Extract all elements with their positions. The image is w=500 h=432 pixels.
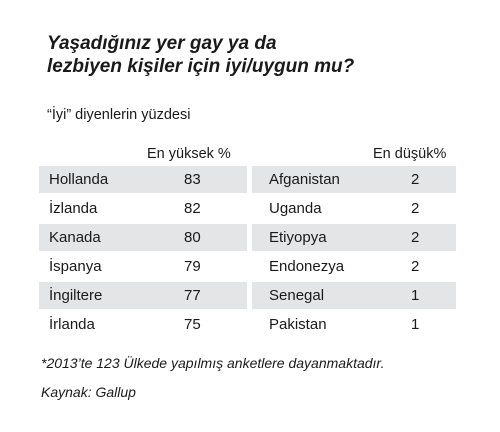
lowest-value-label: 1 — [411, 316, 420, 333]
chart-title: Yaşadığınız yer gay ya da lezbiyen kişil… — [47, 32, 467, 78]
lowest-country-label: Afganistan — [269, 171, 340, 188]
highest-value-label: 83 — [184, 171, 201, 188]
highest-value-label: 77 — [184, 287, 201, 304]
lowest-row: Endonezya 2 — [252, 253, 456, 280]
lowest-column-header: En düşük% — [373, 146, 447, 162]
lowest-value-label: 2 — [411, 229, 420, 246]
lowest-value-label: 2 — [411, 258, 420, 275]
lowest-row: Pakistan 1 — [252, 311, 456, 338]
highest-table: Hollanda 83 İzlanda 82 Kanada 80 İspanya 79 İngi… — [39, 166, 247, 340]
lowest-value-label: 2 — [411, 171, 420, 188]
chart-subtitle: “İyi” diyenlerin yüzdesi — [47, 107, 191, 123]
highest-value-label: 80 — [184, 229, 201, 246]
lowest-country-label: Senegal — [269, 287, 325, 304]
highest-row: İzlanda 82 — [39, 195, 247, 222]
highest-country-label: Hollanda — [49, 171, 109, 188]
lowest-table: Afganistan 2 Uganda 2 Etiyopya 2 Endonezya 2 Sen… — [252, 166, 456, 340]
highest-country-label: İspanya — [49, 258, 102, 275]
footnote: *2013’te 123 Ülkede yapılmış anketlere d… — [41, 355, 385, 371]
highest-column-header: En yüksek % — [147, 146, 231, 162]
lowest-value-label: 2 — [411, 200, 420, 217]
highest-row: Hollanda 83 — [39, 166, 247, 193]
highest-value-label: 79 — [184, 258, 201, 275]
highest-row: Kanada 80 — [39, 224, 247, 251]
lowest-country-label: Uganda — [269, 200, 322, 217]
lowest-country-label: Etiyopya — [269, 229, 327, 246]
source-note: Kaynak: Gallup — [41, 384, 136, 400]
highest-row: İngiltere 77 — [39, 282, 247, 309]
lowest-row: Senegal 1 — [252, 282, 456, 309]
highest-country-label: İzlanda — [49, 200, 98, 217]
chart-title-line-2: lezbiyen kişiler için iyi/uygun mu? — [47, 56, 355, 77]
highest-row: İrlanda 75 — [39, 311, 247, 338]
lowest-country-label: Endonezya — [269, 258, 345, 275]
lowest-row: Etiyopya 2 — [252, 224, 456, 251]
lowest-country-label: Pakistan — [269, 316, 327, 333]
highest-row: İspanya 79 — [39, 253, 247, 280]
lowest-row: Uganda 2 — [252, 195, 456, 222]
highest-country-label: İrlanda — [49, 316, 95, 333]
highest-country-label: Kanada — [49, 229, 101, 246]
highest-value-label: 75 — [184, 316, 201, 333]
chart-title-line-1: Yaşadığınız yer gay ya da — [47, 33, 277, 54]
lowest-value-label: 1 — [411, 287, 420, 304]
highest-country-label: İngiltere — [49, 287, 103, 304]
highest-value-label: 82 — [184, 200, 201, 217]
lowest-row: Afganistan 2 — [252, 166, 456, 193]
